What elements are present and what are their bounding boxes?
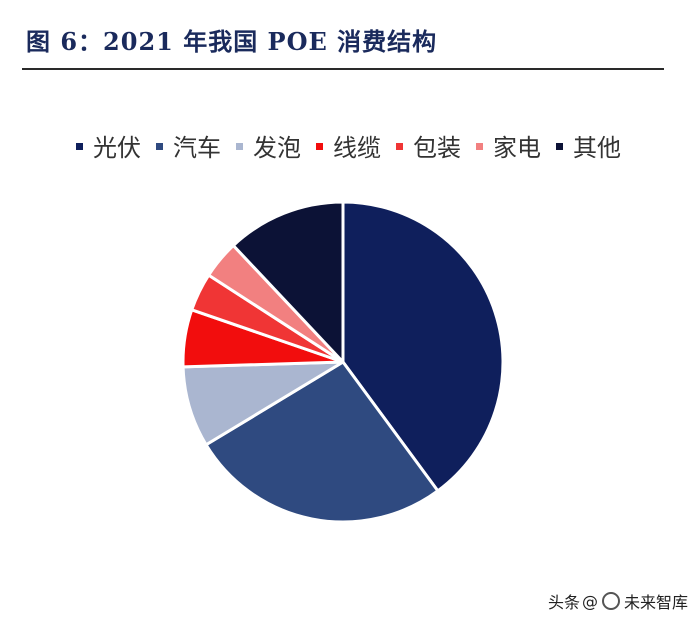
- legend-marker-5: [396, 143, 403, 150]
- legend-label-1: 光伏: [93, 134, 141, 162]
- legend-label-3: 发泡: [253, 134, 301, 162]
- watermark: 头条 @ 未来智库: [548, 589, 688, 613]
- legend-marker-6: [476, 143, 483, 150]
- pie-slices: [181, 200, 505, 524]
- legend-label-5: 包装: [413, 134, 461, 162]
- legend-label-4: 线缆: [333, 134, 381, 162]
- chart-title: 图 6：2021 年我国 POE 消费结构: [26, 27, 438, 56]
- legend-label-6: 家电: [493, 134, 541, 162]
- chart-legend: 光伏 汽车 发泡 线缆 包装 家电 其他: [76, 134, 621, 162]
- pie-slice-1: [341, 200, 505, 493]
- legend-marker-7: [556, 143, 563, 150]
- legend-marker-2: [156, 143, 163, 150]
- legend-marker-1: [76, 143, 83, 150]
- watermark-prefix: 头条: [547, 593, 580, 612]
- watermark-name: 未来智库: [623, 593, 688, 612]
- legend-marker-3: [236, 143, 243, 150]
- legend-marker-4: [316, 143, 323, 150]
- legend-label-7: 其他: [573, 134, 621, 162]
- title-divider: [22, 68, 664, 70]
- wechat-icon: [601, 592, 620, 610]
- legend-label-2: 汽车: [173, 134, 221, 162]
- pie-slice-2: [204, 360, 440, 524]
- pie-slice-7: [231, 200, 345, 364]
- watermark-at: @: [581, 591, 598, 611]
